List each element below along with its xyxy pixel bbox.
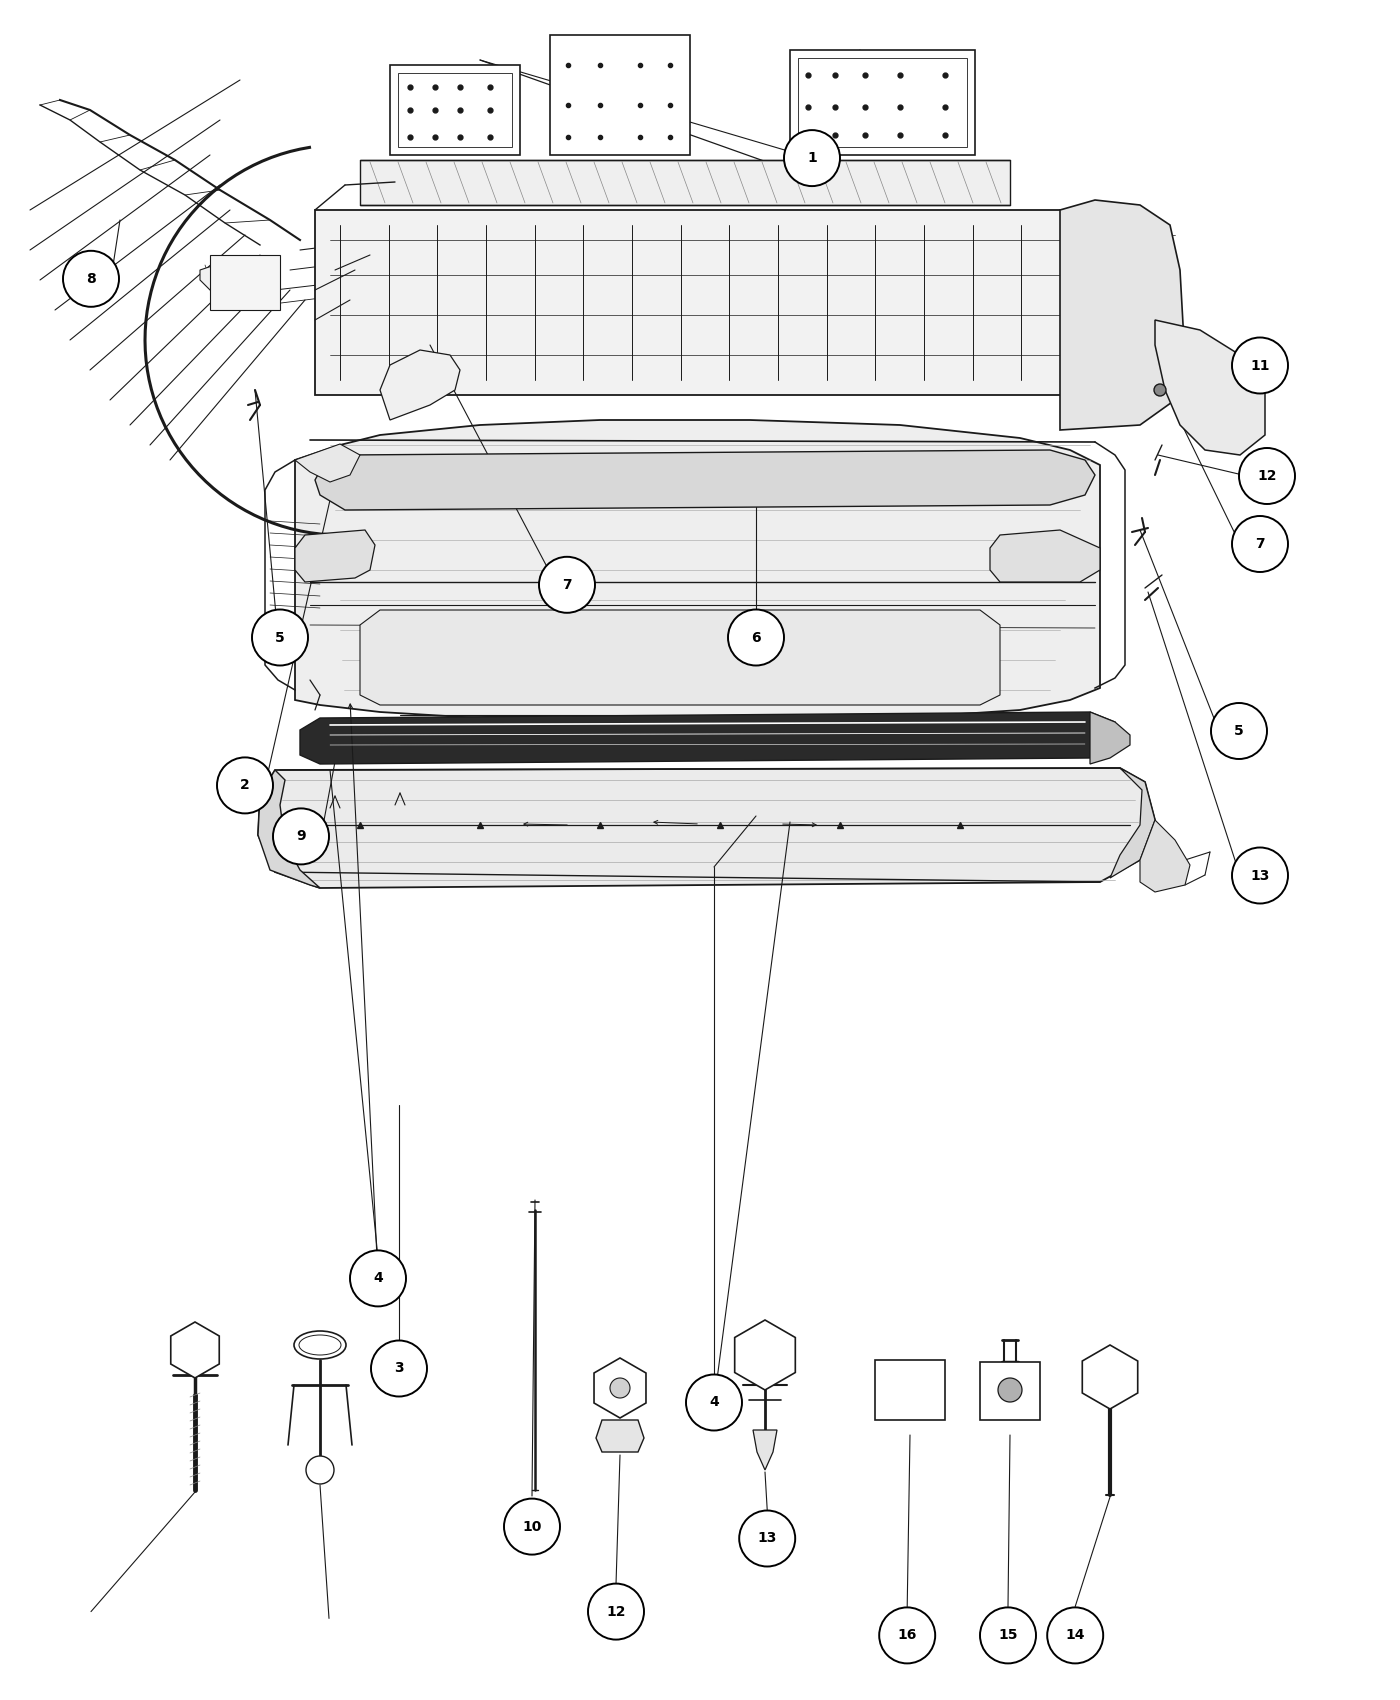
Text: 7: 7 (563, 578, 571, 592)
Polygon shape (295, 420, 1100, 722)
Text: 13: 13 (1250, 869, 1270, 882)
Circle shape (350, 1251, 406, 1306)
Polygon shape (315, 450, 1095, 510)
Circle shape (504, 1499, 560, 1554)
Text: 12: 12 (1257, 469, 1277, 483)
Text: 14: 14 (1065, 1629, 1085, 1642)
Circle shape (879, 1608, 935, 1663)
Circle shape (1239, 449, 1295, 503)
Text: 2: 2 (241, 779, 249, 792)
Text: 1: 1 (808, 151, 816, 165)
Text: 6: 6 (752, 631, 760, 644)
Circle shape (728, 610, 784, 665)
Text: 3: 3 (395, 1362, 403, 1375)
Polygon shape (295, 530, 375, 581)
Text: 5: 5 (1235, 724, 1243, 738)
FancyBboxPatch shape (980, 1362, 1040, 1420)
Circle shape (739, 1511, 795, 1566)
Text: 9: 9 (297, 830, 305, 843)
Circle shape (371, 1341, 427, 1396)
Circle shape (998, 1379, 1022, 1402)
Circle shape (610, 1379, 630, 1397)
Text: 11: 11 (1250, 359, 1270, 372)
Text: 4: 4 (710, 1396, 718, 1409)
Text: 5: 5 (276, 631, 284, 644)
Polygon shape (1140, 819, 1190, 892)
FancyBboxPatch shape (875, 1360, 945, 1419)
Circle shape (539, 558, 595, 612)
Text: 4: 4 (374, 1272, 382, 1285)
Circle shape (1047, 1608, 1103, 1663)
Circle shape (217, 758, 273, 813)
FancyBboxPatch shape (790, 49, 974, 155)
Circle shape (784, 131, 840, 185)
Circle shape (980, 1608, 1036, 1663)
Circle shape (273, 809, 329, 864)
FancyBboxPatch shape (360, 160, 1009, 206)
Circle shape (252, 610, 308, 665)
Polygon shape (200, 260, 260, 299)
Text: 12: 12 (606, 1605, 626, 1618)
Polygon shape (300, 712, 1114, 763)
Ellipse shape (294, 1331, 346, 1358)
Polygon shape (596, 1420, 644, 1452)
Circle shape (686, 1375, 742, 1430)
Circle shape (307, 1455, 335, 1484)
Polygon shape (1060, 201, 1184, 430)
Circle shape (1154, 384, 1166, 396)
Polygon shape (360, 610, 1000, 706)
Text: 7: 7 (1256, 537, 1264, 551)
Text: 8: 8 (87, 272, 95, 286)
Circle shape (1211, 704, 1267, 758)
Text: 16: 16 (897, 1629, 917, 1642)
Polygon shape (1091, 712, 1130, 763)
Polygon shape (753, 1430, 777, 1470)
Polygon shape (1155, 320, 1266, 456)
Polygon shape (258, 768, 1155, 887)
Polygon shape (990, 530, 1100, 581)
Polygon shape (258, 770, 321, 887)
Text: 13: 13 (757, 1532, 777, 1545)
Polygon shape (379, 350, 461, 420)
FancyBboxPatch shape (550, 36, 690, 155)
FancyBboxPatch shape (315, 211, 1095, 394)
Circle shape (1232, 848, 1288, 903)
Polygon shape (295, 444, 360, 483)
Text: 15: 15 (998, 1629, 1018, 1642)
FancyBboxPatch shape (210, 255, 280, 309)
Circle shape (63, 252, 119, 306)
Circle shape (1232, 338, 1288, 393)
Circle shape (588, 1584, 644, 1639)
Circle shape (1232, 517, 1288, 571)
FancyBboxPatch shape (391, 65, 519, 155)
Polygon shape (1110, 768, 1155, 877)
Text: 10: 10 (522, 1520, 542, 1533)
